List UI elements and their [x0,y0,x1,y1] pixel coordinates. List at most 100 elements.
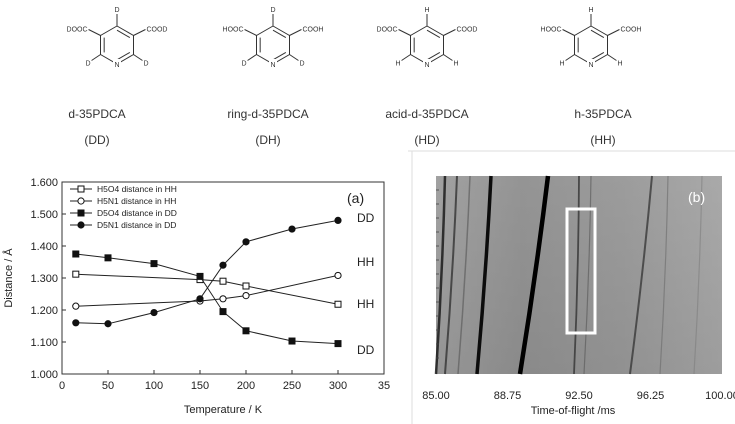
data-point [242,238,250,246]
annotation-hh-upper: HH [357,255,374,269]
left-carboxyl: DOOC [67,27,88,34]
y-tick-label: 1.600 [30,177,58,189]
tof-diffraction-lines [434,175,703,375]
left-carboxyl: DOOC [377,27,398,34]
streak-line [583,175,592,375]
pyridine-ring [410,25,444,65]
chart-a-ylabel: Distance / Å [2,248,15,308]
streak-line [444,175,458,375]
y-tick-label: 1.000 [30,369,58,381]
bottom-left-atom: D [241,61,246,68]
streak-line [693,175,703,375]
molecule-structures: N D COOD DOOC D Dd-35PDCA (DD) N D COOH HOOC D Dring… [67,7,642,147]
double-bond [116,29,131,39]
series-4 [72,216,342,328]
x-tick-label: 100 [145,380,163,392]
tof-tick-label: 88.75 [494,390,522,402]
panel-b: 85.00 88.75 92.50 96.25 100.00 (b) Time-of-f… [408,150,735,424]
molecule-code: (DH) [255,133,280,147]
legend-entry: H5O4 distance in HH [97,184,177,194]
legend-marker [77,197,85,205]
data-point [104,254,112,262]
x-tick-label: 35 [378,380,390,392]
bottom-right-atom: H [617,61,622,68]
bottom-left-atom: H [395,61,400,68]
data-point [242,282,250,290]
series-2 [72,271,342,310]
molecule-2: N D COOH HOOC D D [223,7,324,69]
left-carboxyl: HOOC [541,27,562,34]
highlight-box [565,207,597,335]
series-3 [72,250,342,348]
data-point [219,277,227,285]
molecule-name: acid-d-35PDCA [385,107,468,121]
x-tick-label: 50 [102,380,114,392]
data-point [72,250,80,258]
streak-line [629,175,653,375]
x-tick-label: 300 [329,380,347,392]
data-point [288,225,296,233]
bottom-right-atom: D [143,61,148,68]
data-point [150,308,158,317]
streak-line [517,175,551,375]
tof-tick-label: 100.00 [705,390,735,402]
data-point [196,295,204,303]
bottom-left-atom: H [559,61,564,68]
y-tick-label: 1.400 [30,241,58,253]
data-point [288,337,296,345]
legend-entry: D5N1 distance in DD [97,220,176,230]
molecule-code: (HH) [590,133,615,147]
legend-entry: D5O4 distance in DD [97,208,177,218]
chart-b-panel-label: (b) [688,189,705,205]
streak-line [659,175,669,375]
streak-line [573,175,580,375]
data-point [334,340,342,348]
chart-a-panel-label: (a) [347,190,364,206]
pyridine-ring [100,25,134,65]
chart-b-ticks: 85.00 88.75 92.50 96.25 100.00 [422,390,735,402]
right-carboxyl: COOD [146,27,167,34]
data-point [334,300,342,308]
legend-marker [77,221,85,229]
pyridine-ring [256,25,290,65]
chart-b-xlabel: Time-of-flight /ms [531,405,616,417]
series-line [75,253,339,345]
nitrogen-atom: N [270,62,275,69]
left-carboxyl: HOOC [223,27,244,34]
chart-a-ticks: 1.000 1.100 1.200 1.300 1.400 1.500 1.600 0 50 10… [30,177,390,392]
right-carboxyl: COOH [620,27,641,34]
data-point [334,271,342,280]
top-atom: H [588,7,593,14]
y-tick-label: 1.200 [30,305,58,317]
data-point [242,292,250,300]
nitrogen-atom: N [424,62,429,69]
annotation-dd-top: DD [357,211,375,225]
double-bond [116,51,131,61]
data-point [242,327,250,335]
molecule-name: ring-d-35PDCA [227,107,308,121]
double-bond [590,29,605,39]
double-bond [426,29,441,39]
data-point [72,319,80,327]
data-point [219,261,227,269]
molecule-4: N H COOH HOOC H H [541,7,642,69]
series-line [75,219,339,325]
top-atom: D [114,7,119,14]
data-point [72,302,80,310]
x-tick-label: 0 [59,380,65,392]
x-tick-label: 200 [237,380,255,392]
top-atom: D [270,7,275,14]
double-bond [590,51,605,61]
data-point [196,272,204,280]
right-carboxyl: COOD [456,27,477,34]
tof-tick-label: 92.50 [565,390,593,402]
data-point [219,308,227,316]
streak-line [457,175,471,375]
y-tick-label: 1.100 [30,337,58,349]
x-tick-label: 150 [191,380,209,392]
bottom-right-atom: H [453,61,458,68]
molecule-name: d-35PDCA [68,107,125,121]
legend-marker [77,209,85,217]
chart-a-series [72,216,342,348]
data-point [334,216,342,224]
